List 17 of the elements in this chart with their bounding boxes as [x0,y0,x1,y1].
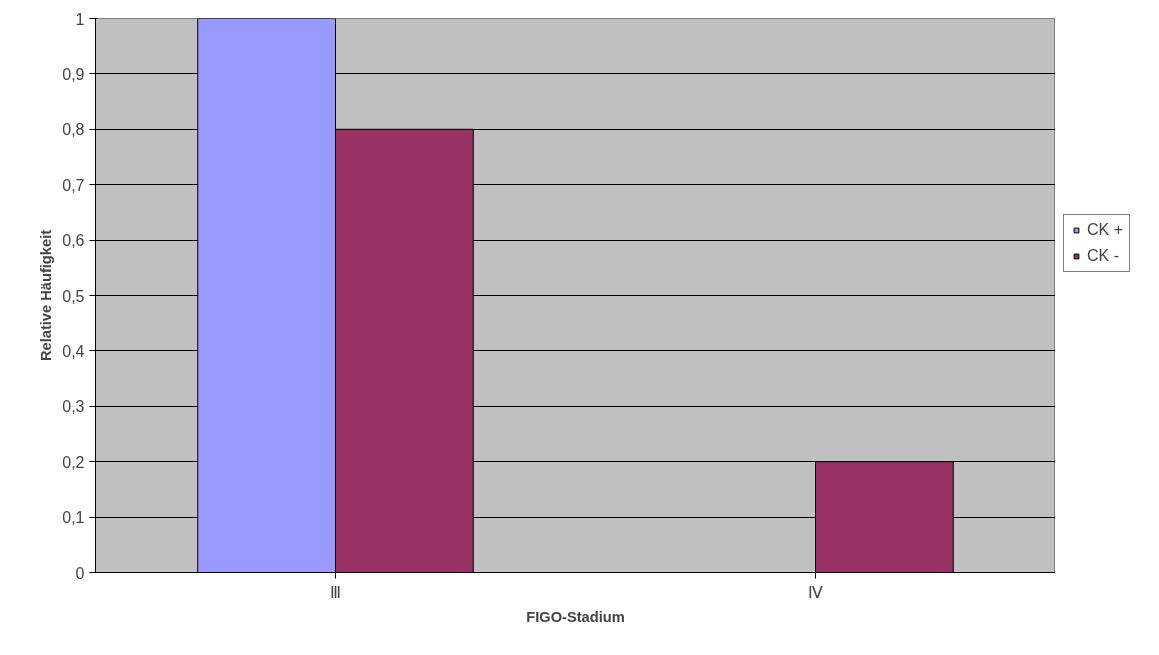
y-tick-label: 0 [75,564,85,582]
x-axis-title: FIGO-Stadium [526,608,625,625]
x-tick-label: Ⅳ [808,583,823,601]
y-tick-label: 0,9 [62,65,85,83]
legend-label: CK + [1087,221,1124,239]
y-axis-title: Relative Häufigkeit [38,229,55,362]
y-tick-label: 0,8 [62,121,85,139]
y-tick-label: 0,4 [62,342,85,360]
y-tick-label: 0,7 [62,176,85,194]
legend-label: CK - [1087,247,1119,265]
y-tick-label: 0,3 [62,398,85,416]
y-tick-label: 0,5 [62,287,85,305]
y-tick-label: 1 [75,10,85,28]
y-tick-label: 0,2 [62,453,85,471]
y-tick-label: 0,6 [62,232,85,250]
x-tick-label: Ⅲ [330,583,341,601]
y-tick-label: 0,1 [62,509,85,527]
